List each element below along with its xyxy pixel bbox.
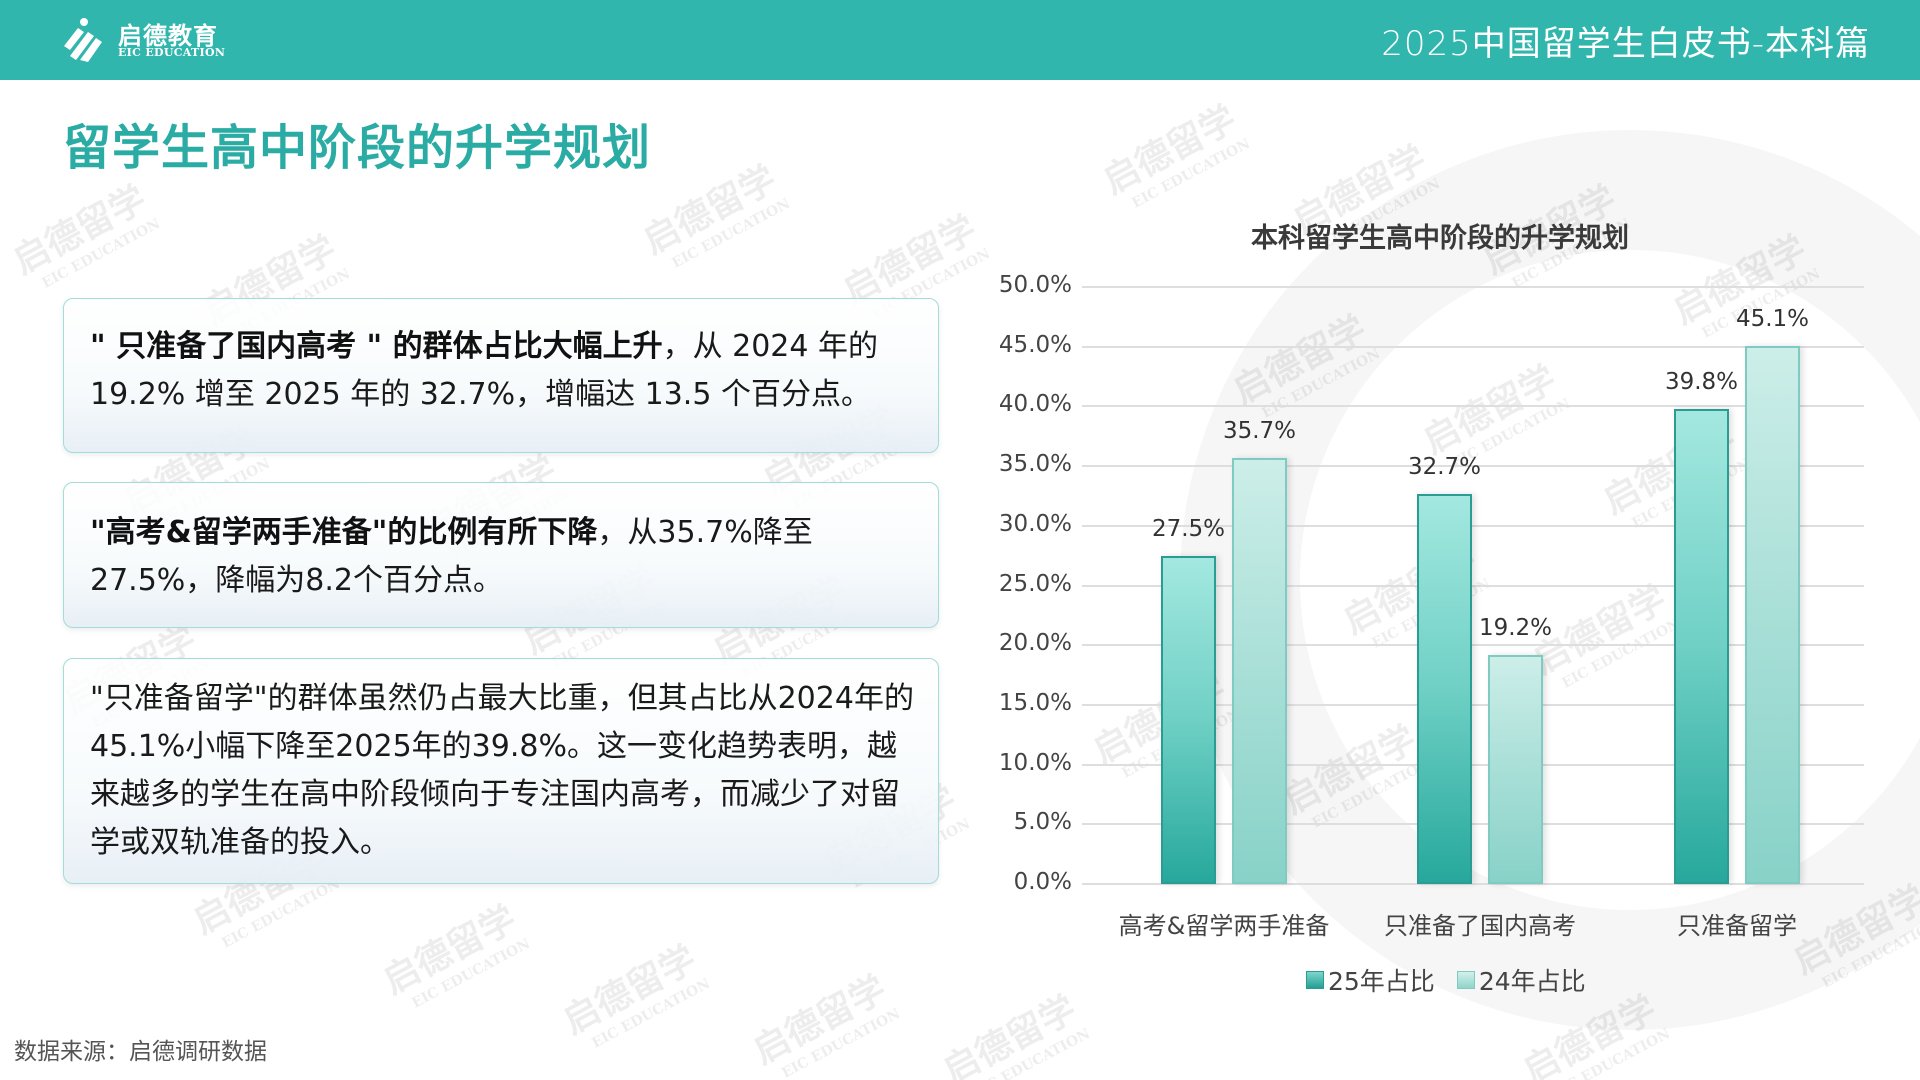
page-title: 留学生高中阶段的升学规划 [63, 120, 652, 176]
insight-box-1: " 只准备了国内高考 " 的群体占比大幅上升，从 2024 年的 19.2% 增… [63, 298, 939, 453]
bar-value-label: 32.7% [1407, 453, 1482, 480]
header-bar: 启德教育 EIC EDUCATION 2025中国留学生白皮书-本科篇 [0, 0, 1920, 80]
x-category-label: 只准备了国内高考 [1384, 912, 1576, 940]
y-tick-label: 15.0% [998, 689, 1072, 716]
legend-item-24: 24年占比 [1456, 962, 1586, 998]
gridline [1082, 883, 1864, 885]
logo-text-cn: 启德教育 [118, 22, 218, 50]
y-tick-label: 0.0% [1013, 869, 1072, 895]
bar-25-0 [1161, 555, 1216, 884]
chart-legend: 25年占比 24年占比 [1306, 962, 1608, 998]
chart-title: 本科留学生高中阶段的升学规划 [1251, 223, 1629, 254]
legend-swatch-25 [1306, 971, 1324, 989]
bar-24-2 [1745, 345, 1800, 884]
gridline [1082, 286, 1864, 288]
x-category-label: 只准备留学 [1677, 912, 1797, 940]
y-tick-label: 10.0% [998, 749, 1072, 776]
bar-value-label: 45.1% [1735, 305, 1810, 332]
gridline [1082, 823, 1864, 826]
x-category-label: 高考&留学两手准备 [1118, 912, 1330, 940]
gridline [1082, 703, 1864, 706]
legend-item-25: 25年占比 [1306, 962, 1435, 998]
insight-text: ，从 2024 年的 19.2% 增至 2025 年的 32.7%，增幅达 13… [90, 329, 879, 412]
gridline [1082, 405, 1864, 408]
y-tick-label: 20.0% [998, 630, 1072, 657]
bar-value-label: 19.2% [1478, 614, 1553, 641]
insight-highlight: " 只准备了国内高考 " 的群体占比大幅上升 [90, 329, 663, 364]
gridline [1082, 345, 1864, 348]
logo-text-en: EIC EDUCATION [118, 46, 226, 59]
data-source: 数据来源：启德调研数据 [14, 1039, 267, 1065]
bar-value-label: 27.5% [1151, 515, 1226, 542]
bar-25-2 [1674, 408, 1729, 884]
insight-text: "只准备留学"的群体虽然仍占最大比重，但其占比从2024年的45.1%小幅下降至… [90, 681, 914, 860]
bar-value-label: 35.7% [1222, 417, 1297, 444]
y-tick-label: 25.0% [998, 570, 1072, 597]
brand-logo: 启德教育 EIC EDUCATION [58, 14, 228, 66]
legend-label: 25年占比 [1328, 967, 1435, 996]
y-tick-label: 35.0% [998, 451, 1072, 478]
gridline [1082, 763, 1864, 766]
gridline [1082, 524, 1864, 527]
bar-24-0 [1232, 457, 1287, 884]
bar-value-label: 39.8% [1664, 368, 1739, 395]
gridline [1082, 465, 1864, 468]
gridline [1082, 584, 1864, 587]
bar-25-1 [1417, 493, 1472, 884]
legend-label: 24年占比 [1478, 967, 1586, 996]
y-tick-label: 30.0% [998, 510, 1072, 537]
chart-plot-area [1082, 286, 1864, 885]
bar-24-1 [1488, 654, 1543, 884]
y-tick-label: 5.0% [1013, 809, 1072, 836]
gridline [1082, 644, 1864, 647]
insight-highlight: "高考&留学两手准备"的比例有所下降 [90, 515, 598, 550]
y-tick-label: 40.0% [998, 391, 1072, 418]
insight-text: ，从35.7%降至27.5%，降幅为8.2个百分点。 [90, 515, 813, 598]
insight-box-3: "只准备留学"的群体虽然仍占最大比重，但其占比从2024年的45.1%小幅下降至… [63, 658, 939, 884]
report-title: 2025中国留学生白皮书-本科篇 [1381, 24, 1870, 64]
insight-box-2: "高考&留学两手准备"的比例有所下降，从35.7%降至27.5%，降幅为8.2个… [63, 482, 939, 628]
eic-logo-icon [64, 18, 102, 62]
y-tick-label: 50.0% [998, 272, 1072, 298]
legend-swatch-24 [1456, 971, 1475, 989]
y-tick-label: 45.0% [998, 331, 1072, 358]
